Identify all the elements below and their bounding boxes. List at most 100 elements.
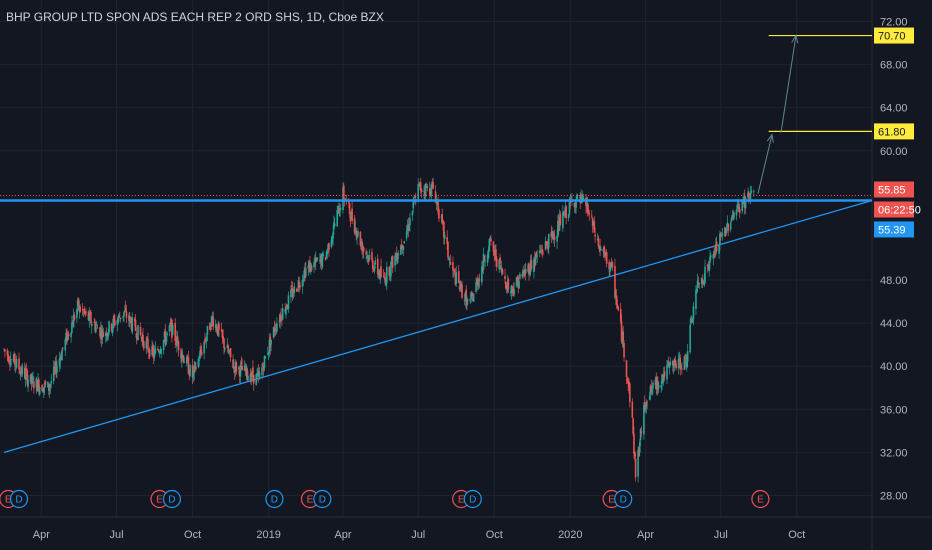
candle-body[interactable]	[602, 248, 605, 252]
candle-body[interactable]	[24, 371, 27, 380]
candle-body[interactable]	[495, 258, 498, 267]
candle-body[interactable]	[43, 387, 45, 393]
candle-body[interactable]	[338, 208, 340, 214]
candle-body[interactable]	[558, 216, 561, 231]
candle-body[interactable]	[238, 368, 241, 377]
candle-body[interactable]	[169, 324, 172, 326]
candle-body[interactable]	[220, 329, 223, 332]
candle-body[interactable]	[605, 252, 608, 264]
candle-body[interactable]	[680, 366, 682, 368]
candle-body[interactable]	[292, 294, 295, 296]
candle-body[interactable]	[708, 264, 710, 272]
candle-body[interactable]	[183, 361, 186, 363]
candle-body[interactable]	[330, 240, 333, 248]
event-marker-circle[interactable]	[265, 489, 284, 509]
candle-body[interactable]	[278, 320, 281, 322]
candle-body[interactable]	[258, 372, 261, 379]
candle-body[interactable]	[619, 308, 622, 322]
candle-body[interactable]	[142, 334, 144, 343]
candle-body[interactable]	[355, 230, 358, 237]
candle-body[interactable]	[536, 255, 539, 257]
candle-body[interactable]	[425, 187, 428, 188]
candle-body[interactable]	[495, 249, 497, 261]
candle-body[interactable]	[325, 252, 328, 258]
candle-body[interactable]	[251, 370, 253, 378]
candle-body[interactable]	[614, 295, 617, 298]
event-marker-circle[interactable]	[614, 489, 633, 509]
candle-body[interactable]	[130, 320, 133, 330]
candle-body[interactable]	[26, 370, 29, 385]
candle-body[interactable]	[182, 355, 185, 363]
candle-body[interactable]	[204, 339, 206, 342]
candle-body[interactable]	[100, 328, 102, 337]
candle-body[interactable]	[218, 324, 220, 330]
candle-body[interactable]	[598, 246, 601, 248]
candle-body[interactable]	[550, 232, 553, 237]
candle-body[interactable]	[487, 249, 490, 258]
candle-body[interactable]	[730, 218, 733, 222]
candle-body[interactable]	[567, 214, 570, 219]
candle-body[interactable]	[342, 187, 344, 211]
candle-body[interactable]	[205, 340, 207, 342]
candle-body[interactable]	[643, 401, 646, 410]
candle-body[interactable]	[563, 214, 566, 216]
candle-body[interactable]	[372, 268, 375, 271]
candle-body[interactable]	[14, 354, 16, 366]
candle-body[interactable]	[586, 202, 588, 208]
candle-body[interactable]	[391, 256, 394, 268]
candle-body[interactable]	[316, 257, 319, 260]
candle-body[interactable]	[9, 363, 11, 364]
candle-body[interactable]	[224, 347, 226, 350]
candle-body[interactable]	[181, 355, 183, 361]
candle-body[interactable]	[158, 351, 161, 354]
candle-body[interactable]	[576, 194, 578, 199]
candle-body[interactable]	[128, 316, 131, 323]
candle-body[interactable]	[315, 259, 318, 261]
candle-body[interactable]	[466, 298, 468, 306]
candle-body[interactable]	[234, 362, 237, 371]
candle-body[interactable]	[528, 263, 530, 275]
candle-body[interactable]	[152, 346, 154, 352]
candle-body[interactable]	[87, 311, 90, 321]
candle-body[interactable]	[629, 383, 631, 402]
candle-body[interactable]	[284, 309, 286, 312]
candle-body[interactable]	[18, 358, 20, 370]
candle-body[interactable]	[523, 270, 525, 277]
candle-body[interactable]	[41, 385, 43, 392]
candle-body[interactable]	[604, 252, 606, 256]
candle-body[interactable]	[99, 327, 101, 337]
candle-body[interactable]	[133, 318, 136, 322]
candle-body[interactable]	[426, 185, 429, 188]
projection-layer[interactable]	[757, 34, 799, 194]
candle-body[interactable]	[736, 204, 739, 208]
candle-body[interactable]	[592, 221, 595, 226]
candle-body[interactable]	[464, 292, 467, 298]
candle-body[interactable]	[627, 382, 629, 384]
candle-body[interactable]	[249, 373, 252, 382]
candle-body[interactable]	[301, 279, 304, 287]
candle-body[interactable]	[418, 184, 420, 187]
candle-body[interactable]	[360, 243, 362, 245]
candle-body[interactable]	[88, 312, 91, 321]
candle-body[interactable]	[163, 331, 166, 338]
candle-body[interactable]	[654, 379, 657, 386]
candle-body[interactable]	[157, 348, 159, 350]
event-marker-circle[interactable]	[751, 489, 770, 509]
candle-body[interactable]	[276, 323, 278, 332]
candle-body[interactable]	[153, 350, 156, 357]
candle-body[interactable]	[406, 226, 409, 232]
candle-body[interactable]	[302, 279, 305, 281]
candle-body[interactable]	[442, 220, 444, 225]
candle-body[interactable]	[148, 349, 151, 357]
candle-body[interactable]	[472, 293, 475, 302]
candle-body[interactable]	[170, 322, 172, 327]
candle-body[interactable]	[454, 273, 457, 285]
candle-body[interactable]	[95, 325, 97, 333]
event-marker-circle[interactable]	[162, 489, 182, 509]
candle-body[interactable]	[718, 245, 720, 254]
candle-body[interactable]	[348, 203, 351, 215]
candle-body[interactable]	[748, 193, 750, 197]
candle-body[interactable]	[661, 374, 663, 384]
candle-body[interactable]	[27, 380, 29, 387]
candle-body[interactable]	[715, 242, 718, 252]
